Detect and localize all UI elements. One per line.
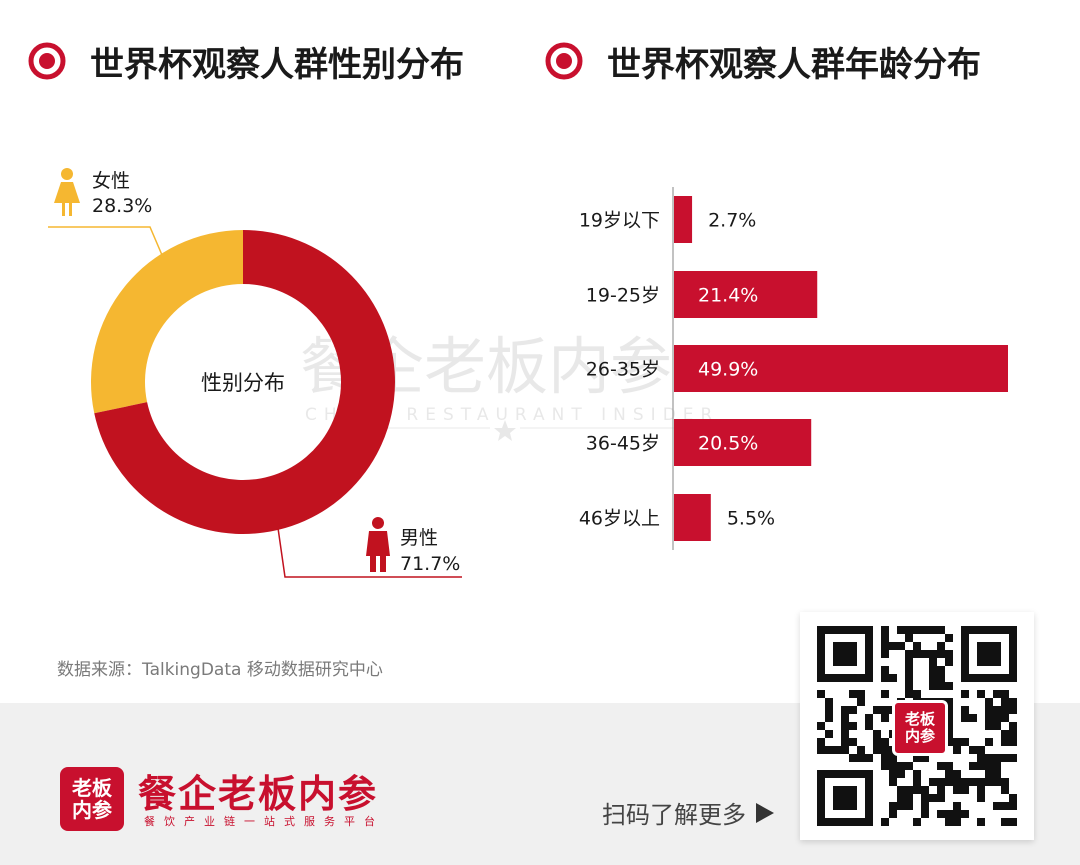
- male-value-label: 71.7%: [400, 553, 460, 575]
- age-bar-chart: 19岁以下 2.7% 19-25岁 21.4% 26-35岁 49.9% 36-45岁 20.…: [579, 196, 1008, 541]
- female-icon: [54, 168, 80, 216]
- arrow-right-icon: [756, 802, 774, 823]
- brand-name: 餐企老板内参: [138, 771, 379, 816]
- brand-logo-line2: 内参: [72, 798, 112, 822]
- brand-slogan: 餐饮产业链一站式服务平台: [144, 815, 384, 828]
- qr-center-logo: 老板 内参: [892, 700, 948, 756]
- scan-prompt-text: 扫码了解更多: [602, 801, 746, 829]
- qr-logo-line1: 老板: [904, 710, 935, 728]
- target-bullet-icon: [545, 42, 583, 80]
- age-category-label: 36-45岁: [586, 433, 660, 455]
- male-icon: [366, 517, 390, 572]
- age-value-label: 21.4%: [698, 285, 758, 307]
- data-source-note: 数据来源：TalkingData 移动数据研究中心: [57, 660, 383, 680]
- female-leader-line: [48, 226, 163, 256]
- age-bar: [674, 494, 711, 541]
- qr-code-icon[interactable]: [817, 626, 1017, 826]
- age-chart-title: 世界杯观察人群年龄分布: [545, 38, 981, 85]
- age-category-label: 46岁以上: [579, 508, 660, 530]
- watermark-subtitle: CHINA RESTAURANT INSIDER: [305, 405, 719, 425]
- scan-prompt[interactable]: 扫码了解更多: [602, 795, 774, 830]
- age-chart-title-text: 世界杯观察人群年龄分布: [607, 44, 981, 85]
- brand-logo[interactable]: 老板 内参: [60, 767, 124, 831]
- age-bar: [674, 196, 693, 243]
- age-category-label: 19岁以下: [579, 210, 660, 232]
- female-callout: 女性 28.3%: [48, 168, 163, 256]
- age-value-label: 5.5%: [727, 508, 775, 530]
- age-bar: [674, 419, 812, 466]
- age-category-label: 19-25岁: [586, 285, 660, 307]
- age-value-label: 20.5%: [698, 433, 758, 455]
- charts-canvas: 餐企老板内参 CHINA RESTAURANT INSIDER 性别分布 女性 …: [48, 168, 1008, 578]
- target-bullet-icon: [28, 42, 66, 80]
- qr-logo-line2: 内参: [904, 727, 935, 745]
- male-label: 男性: [400, 527, 438, 549]
- male-leader-line: [277, 527, 462, 578]
- gender-chart-title: 世界杯观察人群性别分布: [28, 38, 464, 85]
- female-label: 女性: [92, 170, 130, 192]
- age-category-label: 26-35岁: [586, 359, 660, 381]
- male-callout: 男性 71.7%: [277, 517, 462, 578]
- gender-chart-title-text: 世界杯观察人群性别分布: [90, 44, 464, 85]
- watermark-star-icon: [494, 420, 516, 441]
- gender-donut-chart: [90, 230, 396, 534]
- age-value-label: 2.7%: [708, 210, 756, 232]
- qr-code-card[interactable]: 老板 内参: [800, 612, 1034, 840]
- donut-slice-male: [94, 230, 396, 534]
- age-value-label: 49.9%: [698, 359, 758, 381]
- donut-slice-female: [90, 230, 243, 414]
- brand-logo-line1: 老板: [72, 776, 112, 800]
- donut-center-label: 性别分布: [201, 371, 285, 395]
- age-bar: [674, 271, 818, 318]
- female-value-label: 28.3%: [92, 195, 152, 217]
- age-bar: [674, 345, 1008, 392]
